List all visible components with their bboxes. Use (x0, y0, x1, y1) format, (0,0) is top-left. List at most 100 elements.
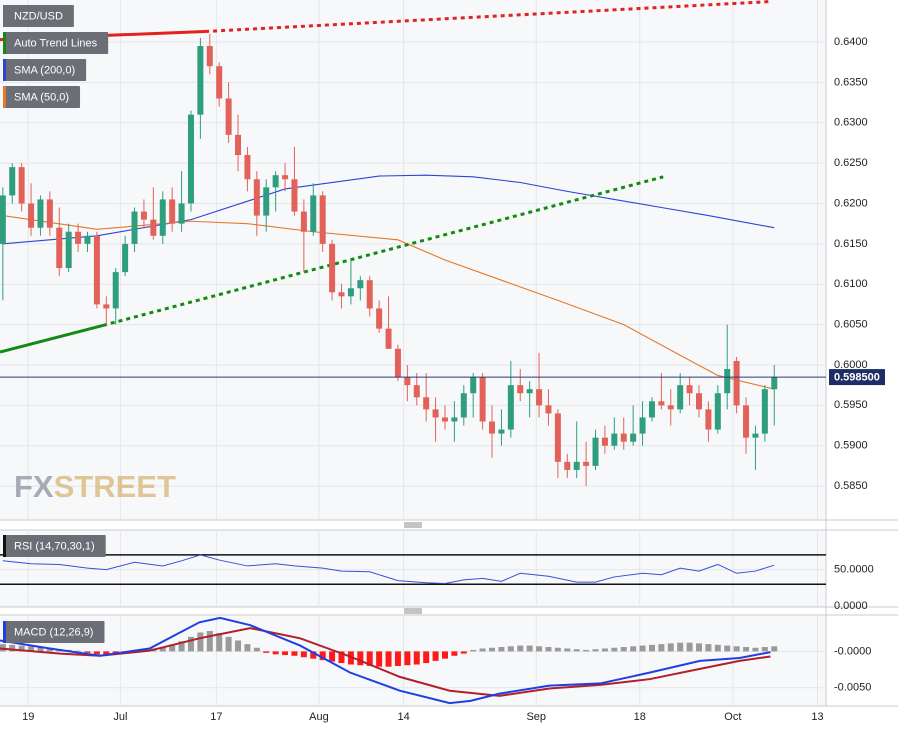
histogram-bar (338, 651, 345, 664)
histogram-bar (667, 643, 674, 652)
x-tick-label: 17 (210, 711, 222, 723)
candle-body (75, 231, 82, 244)
histogram-bar (300, 651, 307, 658)
histogram-bar (93, 651, 100, 655)
histogram-bar (103, 651, 110, 656)
candle-body (131, 211, 138, 244)
candle-body (639, 417, 646, 434)
histogram-bar (84, 651, 91, 653)
candle-body (743, 405, 750, 438)
trend-line (0, 323, 104, 354)
candle-body (489, 421, 496, 434)
candle-body (0, 195, 6, 244)
candle-body (206, 46, 213, 67)
candle-body (366, 280, 373, 309)
histogram-bar (206, 631, 213, 652)
y-tick-label: 0.6400 (834, 36, 868, 48)
histogram-bar (451, 651, 458, 656)
histogram-bar (564, 648, 571, 652)
y-tick-label: 0.6300 (834, 117, 868, 129)
watermark-part: STREET (54, 469, 176, 504)
histogram-bar (310, 651, 317, 659)
last-price-label: 0.598500 (834, 371, 880, 383)
histogram-bar (489, 647, 496, 652)
histogram-bar (630, 646, 637, 652)
histogram-bar (75, 650, 82, 652)
histogram-bar (517, 645, 524, 652)
histogram-bar (159, 647, 166, 652)
x-tick-label: Sep (526, 711, 546, 723)
histogram-bar (573, 649, 580, 652)
legend-label: Auto Trend Lines (14, 37, 98, 49)
macd-line (0, 616, 771, 705)
sma-line (2, 174, 775, 245)
candle-body (169, 199, 176, 224)
candle-body (686, 385, 693, 394)
legend-box (3, 32, 109, 54)
candle-body (695, 393, 702, 410)
sma-line (2, 215, 775, 390)
histogram-bar (714, 644, 721, 652)
candle-body (479, 377, 486, 422)
candle-body (536, 389, 543, 406)
histogram-bar (554, 647, 561, 652)
candle-body (620, 433, 627, 442)
pane-resize-handle[interactable] (404, 608, 422, 614)
legend-item: MACD (12,26,9) (3, 621, 105, 643)
candle-body (752, 433, 759, 438)
candle-body (216, 66, 223, 99)
candle-body (460, 393, 467, 418)
pane-resize-handle[interactable] (404, 522, 422, 528)
histogram-bar (498, 647, 505, 652)
legend-item: SMA (200,0) (3, 59, 87, 81)
histogram-bar (9, 644, 16, 652)
candle-body (347, 288, 354, 297)
legend-label: SMA (50,0) (14, 91, 69, 103)
histogram-bar (319, 651, 326, 661)
legend-label: SMA (200,0) (14, 64, 75, 76)
histogram-bar (169, 644, 176, 652)
candle-body (771, 377, 778, 390)
histogram-bar (187, 636, 194, 652)
candle-body (140, 211, 147, 220)
candle-body (300, 211, 307, 232)
histogram-bar (357, 651, 364, 666)
histogram-bar (658, 644, 665, 652)
histogram-bar (404, 651, 411, 666)
candle-body (56, 227, 63, 269)
x-tick-label: 18 (634, 711, 646, 723)
candle-body (733, 360, 740, 406)
histogram-bar (592, 649, 599, 652)
x-tick-label: Jul (113, 711, 127, 723)
candle-body (630, 433, 637, 442)
x-tick-label: Oct (724, 711, 741, 723)
candle-body (272, 175, 279, 188)
y-tick-label: 0.6050 (834, 319, 868, 331)
histogram-bar (244, 644, 251, 652)
candle-body (357, 280, 364, 289)
candle-body (517, 385, 524, 394)
candle-body (122, 243, 129, 273)
candle-body (470, 377, 477, 394)
candle-body (404, 377, 411, 386)
price-pane (0, 0, 826, 520)
candle-body (28, 203, 35, 228)
y-tick-label: 50.0000 (834, 564, 874, 576)
candle-body (150, 219, 157, 236)
candle-body (394, 348, 401, 378)
legend-item: RSI (14,70,30,1) (3, 535, 106, 557)
candle-body (667, 405, 674, 410)
histogram-bar (225, 636, 232, 652)
candle-body (451, 417, 458, 422)
candle-body (564, 461, 571, 470)
candle-body (338, 292, 345, 297)
histogram-bar (648, 644, 655, 652)
x-tick-label: 13 (811, 711, 823, 723)
candle-body (714, 393, 721, 430)
legend-label: NZD/USD (14, 10, 63, 22)
histogram-bar (771, 646, 778, 652)
legend-item: SMA (50,0) (3, 86, 81, 108)
candle-body (187, 114, 194, 204)
legend-item: NZD/USD (3, 5, 74, 27)
candle-body (423, 397, 430, 410)
